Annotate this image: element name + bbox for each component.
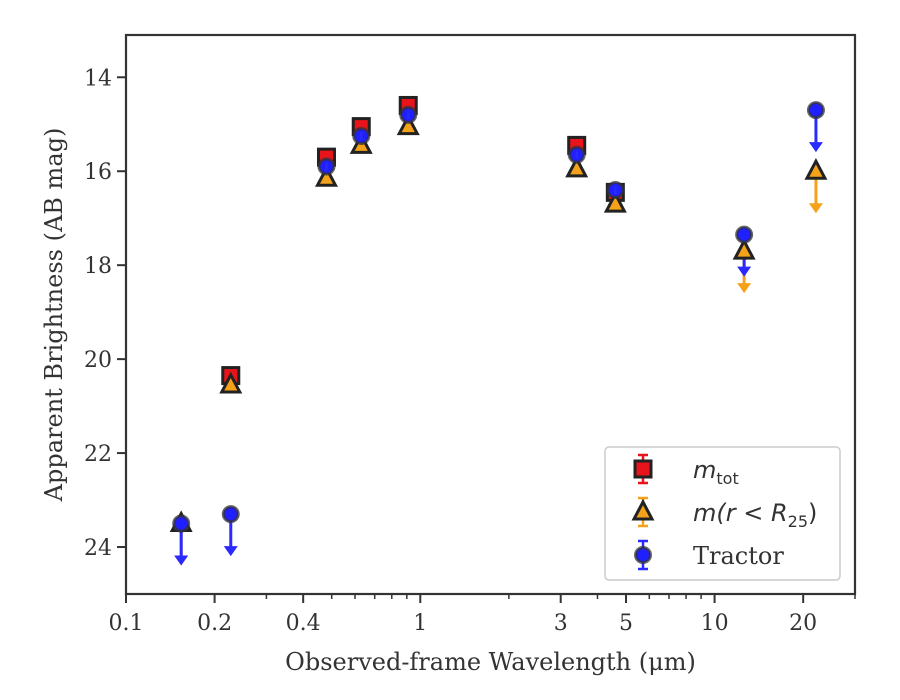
- upper-limit-arrow-head: [808, 203, 823, 214]
- upper-limit-arrow-head: [223, 546, 238, 557]
- legend: mtot m(r < R25) Tractor: [604, 446, 841, 581]
- y-tick-label: 16: [84, 160, 112, 185]
- x-tick-label: 1: [413, 611, 427, 636]
- legend-label: m(r < R25): [693, 499, 817, 531]
- x-axis-title: Observed-frame Wavelength (μm): [285, 648, 696, 676]
- x-tick-label: 0.1: [109, 611, 144, 636]
- data-point-triangle: [732, 237, 756, 260]
- x-tick-label: 20: [789, 611, 817, 636]
- upper-limit-arrow-head: [808, 142, 823, 153]
- y-axis-title: Apparent Brightness (AB mag): [40, 128, 68, 503]
- axes: 0.1 0.2 0.4 1 3 5 10 20 14 16 18 20 22 24: [84, 33, 857, 636]
- legend-item: m(r < R25): [631, 496, 817, 531]
- legend-item: Tractor: [634, 539, 784, 571]
- series-circle-markers: [172, 101, 825, 533]
- plot-frame: [124, 33, 857, 596]
- legend-label: mtot: [693, 456, 739, 488]
- data-point-triangle: [804, 158, 828, 180]
- x-tick-label: 3: [554, 611, 568, 636]
- legend-marker-circle: [634, 546, 652, 564]
- legend-box: [604, 446, 841, 581]
- y-tick-label: 18: [84, 254, 112, 279]
- x-tick-label: 10: [701, 611, 729, 636]
- y-tick-label: 22: [84, 442, 112, 467]
- legend-marker-triangle: [631, 498, 655, 521]
- plot-area: [169, 95, 828, 566]
- data-point-circle: [221, 505, 240, 524]
- data-point-circle: [806, 101, 825, 120]
- upper-limit-arrow-head: [737, 283, 752, 294]
- x-tick-label: 0.2: [197, 611, 232, 636]
- legend-marker-square: [633, 459, 653, 479]
- x-tick-label: 5: [619, 611, 633, 636]
- x-tick-label: 0.4: [286, 611, 321, 636]
- data-point-circle: [172, 514, 191, 533]
- y-tick-label: 14: [84, 66, 112, 91]
- upper-limit-arrow-head: [737, 266, 752, 277]
- y-tick-label: 24: [84, 536, 112, 561]
- data-point-circle: [735, 225, 754, 244]
- upper-limit-arrow-head: [174, 555, 189, 566]
- y-tick-label: 20: [84, 348, 112, 373]
- series-square-markers: [221, 95, 625, 386]
- legend-label: Tractor: [693, 542, 784, 570]
- legend-item: mtot: [633, 453, 739, 488]
